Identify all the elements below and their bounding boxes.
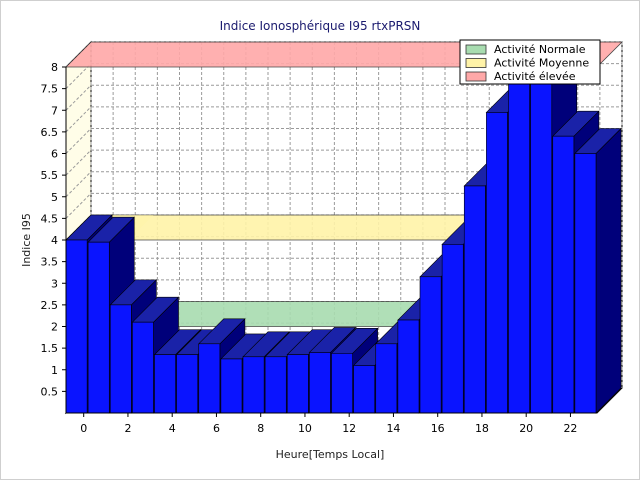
x-tick-label: 22 [563, 422, 577, 435]
y-tick-label: 6.5 [41, 126, 59, 139]
legend-swatch [465, 71, 487, 82]
y-tick-label: 4 [51, 234, 58, 247]
gridline-y-side [65, 84, 92, 111]
x-tick-label: 6 [213, 422, 220, 435]
legend-label: Activité élevée [494, 70, 576, 83]
x-tick-label: 2 [124, 422, 131, 435]
y-tick-label: 8 [51, 61, 58, 74]
y-tick-label: 3 [51, 277, 58, 290]
gridline-y-side [65, 171, 92, 198]
y-tick-label: 4.5 [41, 212, 59, 225]
x-tick-label: 4 [169, 422, 176, 435]
gridline-y-side [65, 128, 92, 154]
y-tick-label: 2 [51, 321, 58, 334]
x-tick-label: 16 [431, 422, 445, 435]
y-tick-label: 1.5 [41, 342, 59, 355]
x-tick-label: 20 [519, 422, 533, 435]
gridline-y-side [65, 106, 92, 133]
x-tick-label: 18 [475, 422, 489, 435]
chart-title: Indice Ionosphérique I95 rtxPRSN [220, 19, 421, 33]
y-tick-label: 6 [51, 148, 58, 161]
x-axis-ticks: 0 2 4 6 8 10 12 14 16 18 20 22 [66, 412, 597, 435]
y-tick-label: 5 [51, 191, 58, 204]
y-tick-label: 0.5 [41, 385, 59, 398]
x-tick-label: 14 [386, 422, 400, 435]
y-axis-label: Indice I95 [20, 213, 33, 267]
x-axis-label: Heure[Temps Local] [276, 448, 385, 461]
x-tick-label: 0 [80, 422, 87, 435]
legend-label: Activité Normale [494, 43, 586, 56]
y-axis-ticks: 0.5 1 1.5 2 2.5 3 3.5 4 4.5 5 5.5 6 6.5 7 7.5 8 [41, 61, 67, 413]
y-tick-label: 2.5 [41, 299, 59, 312]
y-tick-label: 1 [51, 364, 58, 377]
y-tick-label: 5.5 [41, 169, 59, 182]
gridline-y-side [65, 193, 92, 219]
gridline-y-side [65, 63, 92, 89]
y-tick-label: 7.5 [41, 83, 59, 96]
gridline-y-side [65, 149, 92, 176]
bars [65, 52, 622, 414]
legend-swatch [465, 44, 487, 55]
y-tick-label: 3.5 [41, 256, 59, 269]
legend-label: Activité Moyenne [494, 57, 589, 70]
x-tick-label: 10 [298, 422, 312, 435]
x-tick-label: 12 [342, 422, 356, 435]
bar [574, 127, 622, 414]
x-tick-label: 8 [257, 422, 264, 435]
y-tick-label: 7 [51, 104, 58, 117]
legend-swatch [465, 58, 487, 68]
